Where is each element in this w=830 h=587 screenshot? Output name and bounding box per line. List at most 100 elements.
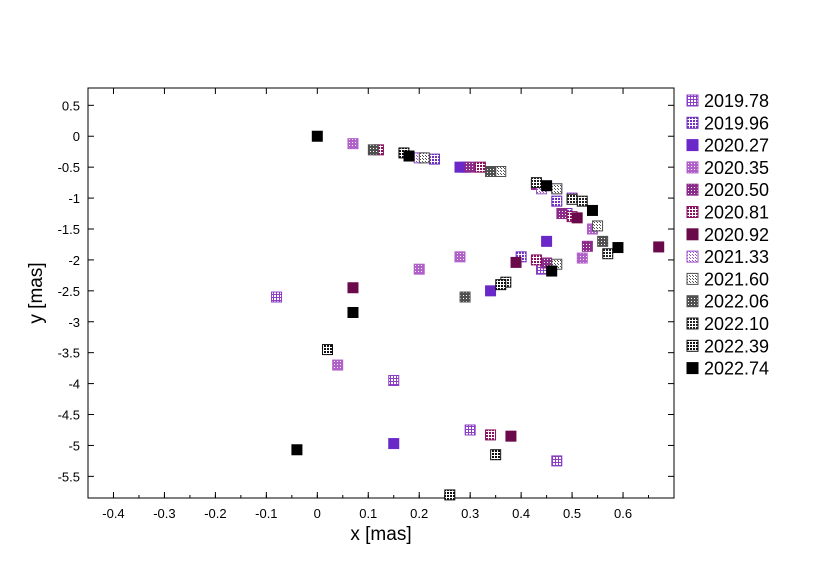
data-point [454,161,466,173]
x-tick-label: -0.4 [102,506,124,521]
data-point [464,424,476,436]
legend-label: 2021.33 [704,247,769,267]
data-point [495,165,507,177]
data-point [388,438,400,450]
data-point [311,130,323,142]
data-point [347,306,359,318]
data-point [530,177,542,189]
data-point [271,291,283,303]
y-tick-label: 0.5 [62,98,80,113]
data-point [566,193,578,205]
x-tick-label: -0.3 [153,506,175,521]
y-tick-label: -0.5 [58,160,80,175]
legend-swatch [686,183,699,196]
x-tick-label: 0.1 [359,506,377,521]
data-point [485,165,497,177]
data-point [510,256,522,268]
legend-swatch [686,206,699,218]
data-point [485,285,497,297]
legend-swatch [686,94,699,107]
data-point [541,180,553,192]
legend-label: 2020.27 [704,136,769,156]
x-tick-label: -0.1 [255,506,277,521]
x-tick-label: 0 [314,506,321,521]
x-tick-label: 0.6 [614,506,632,521]
legend-label: 2022.74 [704,359,769,379]
x-tick-label: 0.2 [410,506,428,521]
data-point [413,263,425,275]
data-point [474,161,486,173]
legend-swatch [686,295,699,308]
legend-swatch [686,362,699,375]
x-axis-label: x [mas] [350,524,411,545]
plot-frame [87,87,675,499]
data-point [495,279,507,291]
data-point [485,429,497,441]
y-axis-label: y [mas] [26,262,47,323]
x-axis-ticks: -0.4 -0.3 -0.2 -0.1 0 0.1 0.2 0.3 0.4 0.5 0.6 [87,88,675,521]
data-point [653,241,665,253]
data-point [459,291,471,303]
y-axis-ticks: 0.5 0 -0.5 -1 -1.5 -2 -2.5 -3 -3.5 -4 -4.5 -5 -5.5 [58,98,674,484]
data-point [612,242,624,254]
data-point [581,240,593,252]
y-tick-label: -3 [68,315,80,330]
legend-label: 2022.10 [704,314,769,334]
data-point [602,248,614,260]
data-point [347,282,359,294]
data-point [576,195,588,207]
legend-swatch [686,228,699,241]
data-point [541,235,553,247]
data-point [571,212,583,224]
legend-label: 2020.81 [704,203,769,223]
legend-swatch [686,250,699,263]
legend-label: 2020.50 [704,180,769,200]
data-point [592,220,604,232]
legend-label: 2022.39 [704,336,769,356]
data-point [505,430,517,442]
data-point [291,444,303,456]
y-tick-label: -5 [68,438,80,453]
data-point [586,204,598,216]
data-point [556,208,568,220]
x-tick-label: 0.4 [512,506,530,521]
y-tick-label: -4.5 [58,408,80,423]
y-tick-label: -2.5 [58,284,80,299]
x-tick-label: -0.2 [204,506,226,521]
legend-swatch [686,339,699,352]
data-point [388,375,400,387]
data-point [332,359,344,371]
x-tick-label: 0.3 [461,506,479,521]
legend-swatch [686,139,699,152]
data-point [576,252,588,264]
legend-label: 2022.06 [704,292,769,312]
data-point [530,254,542,266]
data-point [367,144,379,156]
data-point [490,449,502,461]
y-tick-label: -1 [68,191,80,206]
data-point [429,153,441,165]
legend-label: 2020.35 [704,158,769,178]
y-tick-label: -1.5 [58,222,80,237]
legend-label: 2019.96 [704,113,769,133]
legend-swatch [686,272,699,285]
data-point [403,150,415,162]
legend-label: 2020.92 [704,225,769,245]
legend-label: 2019.78 [704,91,769,111]
data-point [347,138,359,150]
data-point [597,235,609,247]
legend-swatch [686,161,699,174]
legend-swatch [686,317,699,330]
data-point [551,183,563,195]
data-point [418,152,430,164]
y-tick-label: -4 [68,377,80,392]
y-tick-label: 0 [73,129,80,144]
data-point [551,195,563,207]
y-tick-label: -3.5 [58,346,80,361]
data-point [464,161,476,173]
legend-label: 2021.60 [704,269,769,289]
data-point [551,455,563,467]
y-tick-label: -5.5 [58,469,80,484]
